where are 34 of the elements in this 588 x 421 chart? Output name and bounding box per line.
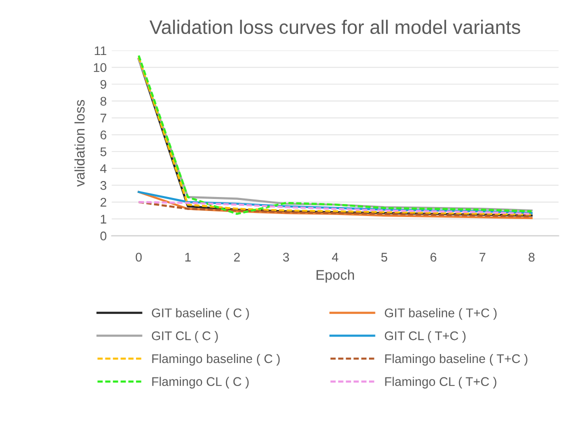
legend-label: GIT baseline ( C ) — [152, 308, 249, 320]
legend-label: Flamingo baseline ( C ) — [152, 354, 280, 366]
x-axis-title: Epoch — [316, 270, 354, 283]
legend-label: GIT CL ( T+C ) — [384, 331, 466, 343]
legend-label: Flamingo CL ( T+C ) — [385, 376, 496, 388]
y-tick-label: 9 — [100, 80, 106, 89]
x-tick-label: 3 — [283, 252, 289, 262]
legend-label: GIT CL ( C ) — [152, 331, 218, 343]
y-tick-label: 7 — [100, 114, 106, 122]
y-tick-label: 3 — [100, 181, 106, 190]
y-tick-label: 0 — [100, 232, 106, 240]
y-tick-label: 5 — [100, 147, 106, 156]
x-tick-label: 7 — [480, 252, 486, 262]
x-tick-label: 2 — [234, 252, 240, 262]
legend-label: Flamingo baseline ( T+C ) — [385, 354, 528, 366]
y-tick-label: 4 — [100, 164, 106, 173]
chart-title: Validation loss curves for all model variants — [150, 20, 520, 34]
y-tick-label: 10 — [94, 63, 106, 72]
y-axis-title: validation loss — [74, 100, 85, 187]
legend-label: Flamingo CL ( C ) — [152, 376, 249, 388]
y-tick-label: 2 — [100, 198, 106, 207]
x-tick-label: 0 — [136, 252, 142, 262]
x-tick-label: 6 — [430, 252, 436, 262]
y-tick-label: 6 — [100, 130, 106, 140]
x-tick-label: 4 — [332, 252, 338, 262]
line-series — [138, 190, 533, 214]
line-series — [138, 190, 533, 220]
y-tick-label: 1 — [100, 214, 106, 224]
x-tick-label: 1 — [185, 252, 191, 262]
y-tick-label: 11 — [94, 46, 106, 56]
y-tick-label: 8 — [100, 96, 106, 106]
x-tick-label: 8 — [528, 252, 535, 262]
legend-label: GIT baseline ( T+C ) — [384, 308, 497, 320]
x-tick-label: 5 — [381, 252, 388, 262]
